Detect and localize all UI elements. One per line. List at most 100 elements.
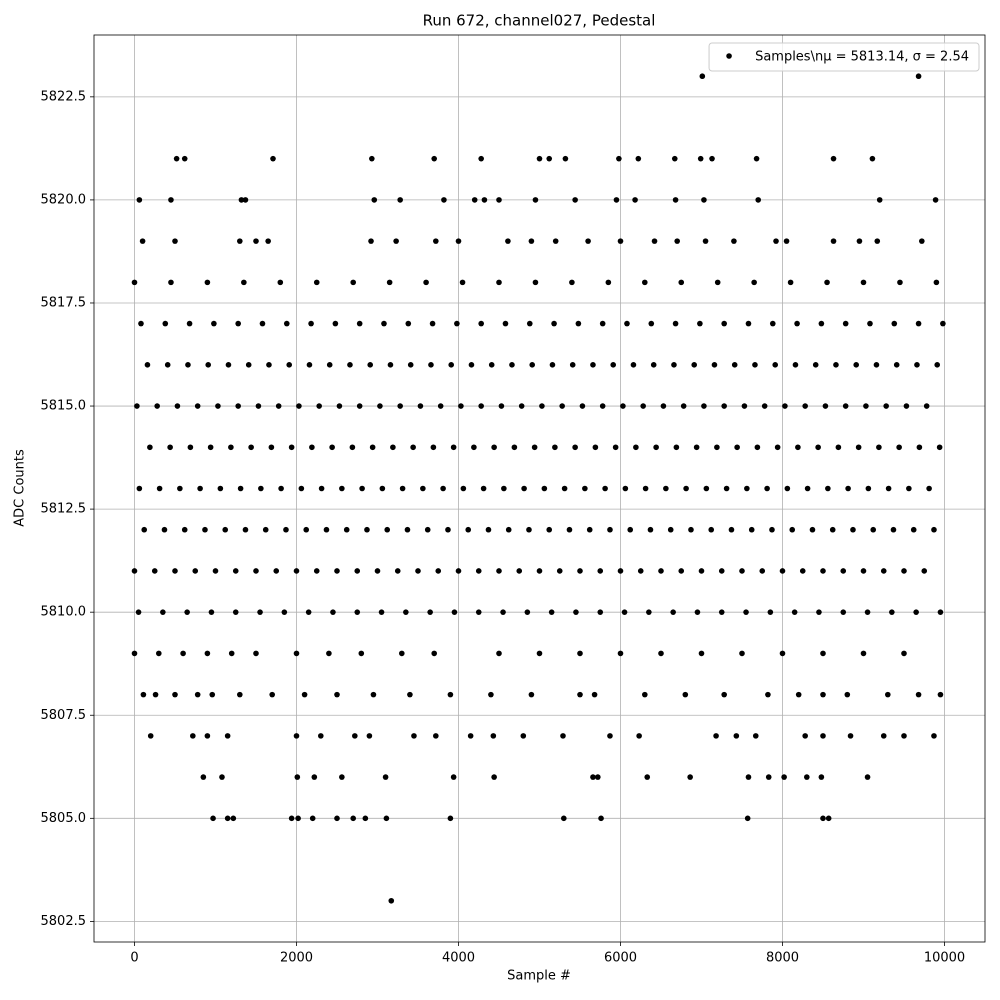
data-point — [369, 444, 376, 451]
data-point — [721, 403, 727, 409]
data-point — [336, 403, 343, 409]
data-point — [561, 815, 567, 822]
data-point — [658, 650, 664, 657]
data-point — [481, 197, 488, 203]
data-point — [177, 485, 183, 492]
data-point — [753, 155, 760, 162]
y-tick-label: 5805.0 — [41, 811, 87, 826]
data-point — [829, 526, 836, 533]
data-point — [913, 609, 919, 615]
plot-frame — [93, 34, 986, 943]
data-point — [210, 815, 216, 822]
data-point — [590, 362, 596, 368]
y-axis-label: ADC Counts — [13, 449, 28, 527]
data-point — [731, 238, 737, 244]
data-point — [450, 774, 457, 780]
data-point — [765, 774, 772, 780]
legend-label: Samples\nμ = 5813.14, σ = 2.54 — [755, 50, 969, 65]
data-point — [131, 279, 138, 286]
data-point — [934, 362, 941, 368]
data-point — [739, 568, 745, 574]
data-point — [303, 526, 310, 533]
data-point — [728, 526, 735, 533]
data-point — [880, 568, 887, 574]
data-point — [536, 650, 543, 657]
data-point — [306, 362, 313, 368]
data-point — [232, 609, 239, 615]
data-point — [860, 568, 867, 574]
data-point — [343, 526, 350, 533]
data-point — [572, 197, 578, 203]
data-point — [532, 197, 539, 203]
data-point — [910, 526, 917, 533]
data-point — [937, 609, 944, 615]
data-point — [450, 444, 457, 451]
data-point — [448, 362, 455, 368]
data-point — [847, 733, 854, 739]
data-point — [329, 444, 335, 451]
data-point — [399, 485, 406, 492]
data-point — [870, 526, 877, 533]
data-point — [651, 238, 658, 244]
data-point — [621, 609, 628, 615]
data-point — [362, 815, 369, 822]
data-point — [869, 155, 876, 162]
data-point — [842, 320, 849, 327]
data-point — [334, 815, 340, 822]
data-point — [824, 279, 830, 286]
data-point — [607, 526, 613, 533]
data-point — [138, 320, 144, 327]
data-point — [682, 691, 689, 698]
data-point — [224, 815, 231, 822]
data-point — [509, 362, 515, 368]
data-point — [518, 403, 525, 409]
data-point — [711, 362, 718, 368]
data-point — [382, 774, 389, 780]
y-tick-label: 5820.0 — [41, 192, 87, 207]
data-point — [919, 238, 925, 244]
data-point — [293, 650, 300, 657]
data-point — [812, 362, 819, 368]
data-point — [748, 526, 755, 533]
data-point — [403, 609, 409, 615]
data-point — [156, 650, 162, 657]
data-point — [293, 568, 300, 574]
data-point — [134, 403, 140, 409]
data-point — [388, 897, 395, 904]
data-point — [561, 485, 568, 492]
data-point — [687, 774, 693, 780]
data-point — [253, 650, 259, 657]
data-point — [546, 526, 553, 533]
data-point — [853, 362, 860, 368]
data-point — [933, 279, 940, 286]
data-point — [822, 403, 829, 409]
data-point — [546, 155, 553, 162]
data-point — [371, 197, 378, 203]
data-point — [286, 362, 293, 368]
data-point — [624, 320, 630, 327]
data-point — [405, 320, 412, 327]
data-point — [873, 362, 880, 368]
data-point — [339, 774, 345, 780]
data-point — [283, 526, 289, 533]
data-point — [916, 444, 923, 451]
data-point — [731, 362, 738, 368]
data-point — [840, 609, 847, 615]
data-point — [755, 197, 761, 203]
data-point — [577, 691, 583, 698]
data-point — [480, 485, 487, 492]
data-point — [501, 485, 507, 492]
data-point — [597, 568, 604, 574]
y-tick-label: 5815.0 — [41, 399, 87, 414]
data-point — [867, 320, 873, 327]
data-point — [597, 609, 604, 615]
data-point — [447, 691, 454, 698]
data-point — [795, 444, 801, 451]
data-point — [334, 568, 340, 574]
data-point — [633, 444, 639, 451]
data-point — [323, 526, 330, 533]
data-point — [377, 403, 383, 409]
data-point — [864, 774, 871, 780]
data-point — [222, 526, 229, 533]
data-point — [136, 485, 143, 492]
